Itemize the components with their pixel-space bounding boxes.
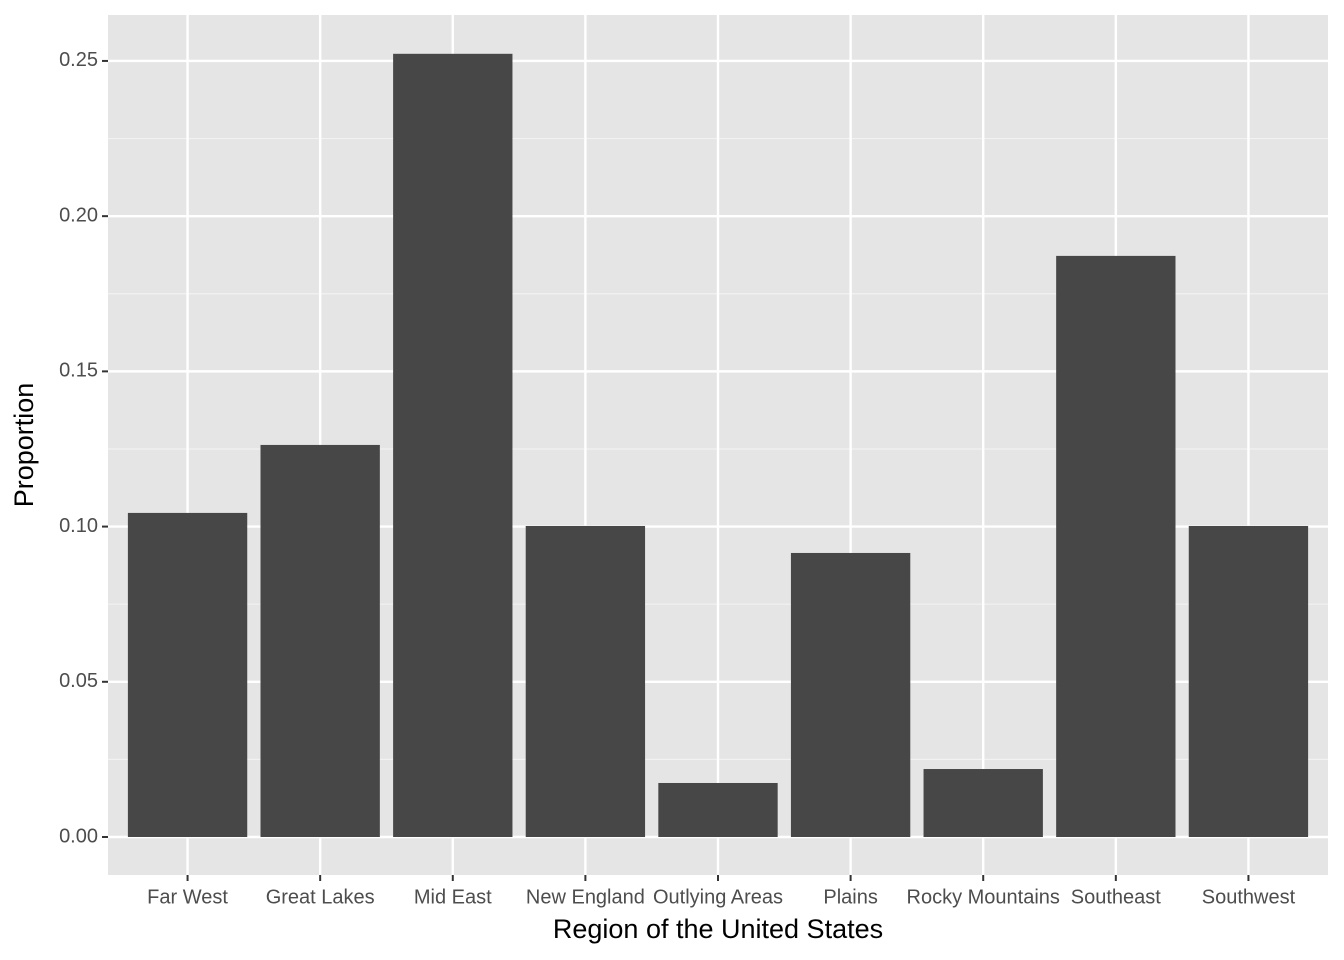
x-tick-label: Plains xyxy=(823,886,877,908)
bar xyxy=(658,782,778,838)
bar xyxy=(923,769,1043,838)
bar xyxy=(393,53,513,838)
x-tick-label: Great Lakes xyxy=(266,886,375,908)
x-tick-label: Southeast xyxy=(1071,886,1162,908)
y-axis-title: Proportion xyxy=(9,383,39,508)
y-tick-label: 0.20 xyxy=(59,204,98,226)
y-tick-label: 0.25 xyxy=(59,49,98,71)
bar xyxy=(1056,255,1176,838)
bar xyxy=(790,552,911,838)
y-tick-label: 0.15 xyxy=(59,360,98,382)
y-tick-label: 0.05 xyxy=(59,670,98,692)
x-tick-label: Mid East xyxy=(414,886,492,908)
x-axis-title: Region of the United States xyxy=(553,914,883,944)
y-tick-label: 0.10 xyxy=(59,515,98,537)
bar xyxy=(260,444,380,838)
x-tick-label: Southwest xyxy=(1202,886,1296,908)
x-tick-label: Rocky Mountains xyxy=(907,886,1060,908)
x-tick-label: Outlying Areas xyxy=(653,886,783,908)
bar xyxy=(525,525,646,838)
bar xyxy=(127,512,248,838)
y-tick-label: 0.00 xyxy=(59,825,98,847)
x-tick-label: Far West xyxy=(147,886,228,908)
x-tick-label: New England xyxy=(526,886,645,908)
bar xyxy=(1188,525,1309,838)
